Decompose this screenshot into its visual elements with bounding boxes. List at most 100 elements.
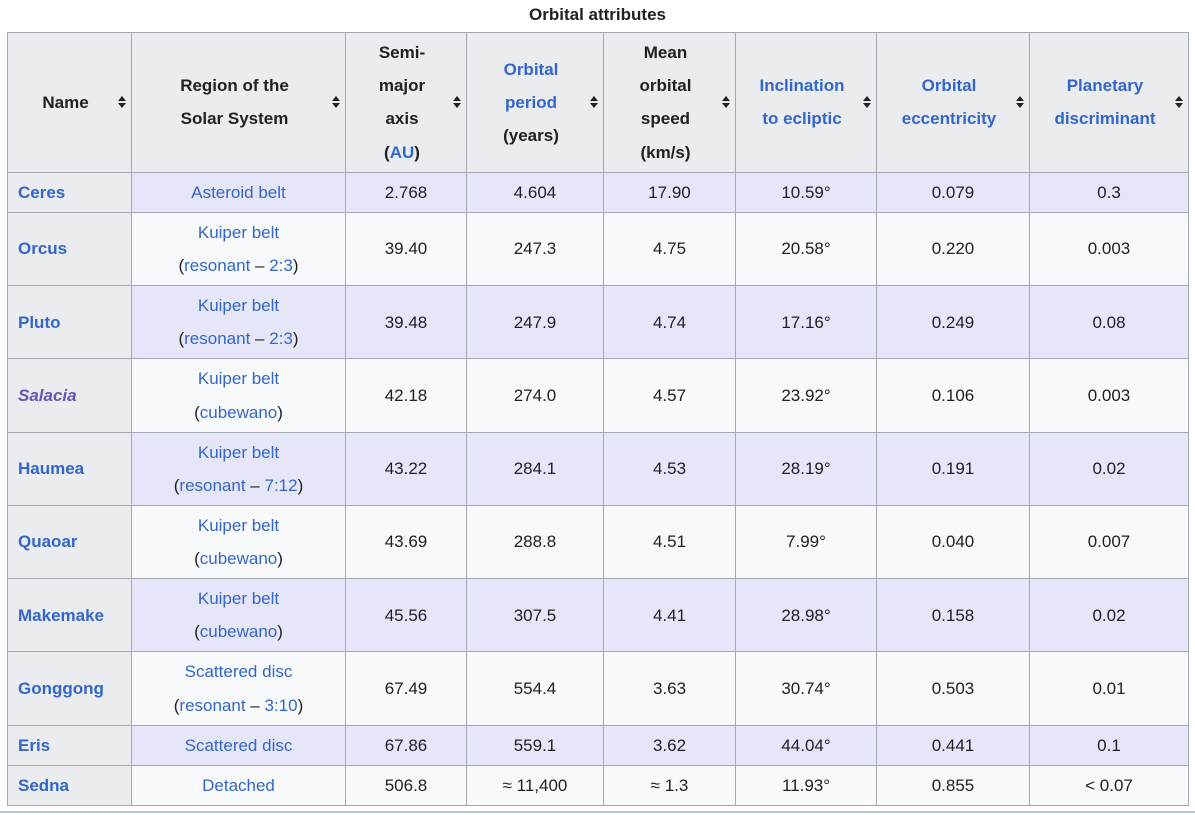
- column-header-period[interactable]: Orbital period (years): [466, 32, 604, 173]
- text-link[interactable]: 3:10: [264, 695, 298, 715]
- sort-icon[interactable]: [1016, 96, 1024, 109]
- text-link[interactable]: cubewano: [199, 622, 278, 642]
- text-link[interactable]: Kuiper belt: [197, 296, 280, 316]
- column-header-pd[interactable]: Planetary discriminant: [1029, 32, 1189, 173]
- text-link[interactable]: AU: [389, 142, 415, 162]
- table-row-salacia: Salacia Kuiper belt (cubewano) 42.18 274.0 4.…: [7, 358, 1189, 433]
- sort-down-arrow: [722, 103, 730, 109]
- column-label-incl: Inclination to ecliptic: [760, 69, 845, 135]
- cell-sma: 39.48: [345, 285, 467, 360]
- sort-icon[interactable]: [332, 96, 340, 109]
- text-part: (: [194, 402, 200, 422]
- cell-pd: 0.003: [1029, 358, 1189, 433]
- row-header-orcus: Orcus: [7, 211, 132, 287]
- text-link[interactable]: Orbital eccentricity: [901, 76, 997, 129]
- region-line1: Asteroid belt: [140, 176, 337, 209]
- text-link[interactable]: 2:3: [269, 329, 293, 349]
- text-link[interactable]: Kuiper belt: [197, 369, 280, 389]
- planet-link-orcus[interactable]: Orcus: [18, 239, 68, 259]
- sort-icon[interactable]: [453, 96, 461, 109]
- cell-ecc: 0.220: [876, 211, 1030, 287]
- sort-icon[interactable]: [863, 96, 871, 109]
- text-link[interactable]: resonant: [179, 475, 246, 495]
- planet-link-haumea[interactable]: Haumea: [18, 459, 85, 479]
- sort-down-arrow: [1175, 103, 1183, 109]
- region-line2: (resonant – 2:3): [140, 322, 337, 355]
- text-link[interactable]: Orbital period: [503, 59, 559, 112]
- cell-region: Kuiper belt (resonant – 2:3): [131, 211, 346, 287]
- text-link[interactable]: Kuiper belt: [197, 442, 280, 462]
- text-link[interactable]: 2:3: [269, 255, 293, 275]
- text-link[interactable]: cubewano: [199, 402, 278, 422]
- planet-link-salacia[interactable]: Salacia: [18, 385, 77, 405]
- cell-period: 307.5: [466, 578, 604, 653]
- planet-link-eris[interactable]: Eris: [18, 735, 51, 755]
- column-label-name: Name: [42, 86, 88, 119]
- text-link[interactable]: Inclination to ecliptic: [759, 76, 845, 129]
- cell-region: Asteroid belt: [131, 171, 346, 213]
- planet-link-ceres[interactable]: Ceres: [18, 182, 66, 202]
- cell-sma: 2.768: [345, 171, 467, 213]
- cell-pd: 0.3: [1029, 171, 1189, 213]
- row-header-pluto: Pluto: [7, 285, 132, 360]
- text-link[interactable]: Kuiper belt: [197, 589, 280, 609]
- text-link[interactable]: Detached: [202, 775, 275, 795]
- text-part: –: [250, 255, 270, 275]
- sort-icon[interactable]: [722, 96, 730, 109]
- text-link[interactable]: resonant: [184, 329, 251, 349]
- sort-icon[interactable]: [118, 96, 126, 109]
- sort-up-arrow: [332, 96, 340, 102]
- column-header-ecc[interactable]: Orbital eccentricity: [876, 32, 1030, 173]
- planet-link-gonggong[interactable]: Gonggong: [18, 679, 104, 699]
- text-link[interactable]: resonant: [184, 255, 251, 275]
- sort-up-arrow: [453, 96, 461, 102]
- text-link[interactable]: cubewano: [199, 549, 278, 569]
- text-link[interactable]: Scattered disc: [184, 662, 293, 682]
- column-header-region[interactable]: Region of the Solar System: [131, 32, 346, 173]
- text-part: Region of the Solar System: [180, 76, 289, 129]
- cell-region: Kuiper belt (cubewano): [131, 504, 346, 580]
- sort-icon[interactable]: [590, 96, 598, 109]
- cell-region: Detached: [131, 764, 346, 807]
- text-link[interactable]: Scattered disc: [184, 735, 293, 755]
- cell-ecc: 0.040: [876, 504, 1030, 580]
- text-link[interactable]: Kuiper belt: [197, 222, 280, 242]
- cell-incl: 17.16°: [735, 285, 877, 360]
- cell-region: Kuiper belt (cubewano): [131, 358, 346, 433]
- table-row-orcus: Orcus Kuiper belt (resonant – 2:3) 39.40 247…: [7, 211, 1189, 287]
- table-row-ceres: Ceres Asteroid belt 2.768 4.604 17.90 10.59° 0…: [7, 171, 1189, 213]
- cell-pd: 0.007: [1029, 504, 1189, 580]
- text-part: ): [277, 549, 283, 569]
- text-link[interactable]: Planetary discriminant: [1054, 76, 1156, 129]
- text-link[interactable]: Asteroid belt: [191, 182, 286, 202]
- column-header-sma[interactable]: Semi- major axis (AU): [345, 32, 467, 173]
- planet-link-pluto[interactable]: Pluto: [18, 312, 61, 332]
- cell-incl: 10.59°: [735, 171, 877, 213]
- table-row-quaoar: Quaoar Kuiper belt (cubewano) 43.69 288.8 4.5…: [7, 504, 1189, 580]
- text-link[interactable]: 7:12: [264, 475, 298, 495]
- table-title: Orbital attributes: [529, 5, 666, 24]
- table-row-haumea: Haumea Kuiper belt (resonant – 7:12) 43.22 2…: [7, 431, 1189, 506]
- column-header-incl[interactable]: Inclination to ecliptic: [735, 32, 877, 173]
- sort-up-arrow: [590, 96, 598, 102]
- text-link[interactable]: resonant: [179, 695, 246, 715]
- cell-period: 559.1: [466, 724, 604, 766]
- planet-link-sedna[interactable]: Sedna: [18, 775, 70, 795]
- sort-icon[interactable]: [1175, 96, 1183, 109]
- cell-ecc: 0.158: [876, 578, 1030, 653]
- text-part: ): [297, 695, 304, 715]
- region-line2: (cubewano): [140, 615, 337, 648]
- column-label-sma: Semi- major axis (AU): [379, 36, 425, 169]
- sort-up-arrow: [118, 96, 126, 102]
- text-part: ): [414, 142, 420, 162]
- cell-incl: 20.58°: [735, 211, 877, 287]
- text-link[interactable]: Kuiper belt: [197, 515, 280, 535]
- cell-pd: < 0.07: [1029, 764, 1189, 807]
- planet-link-makemake[interactable]: Makemake: [18, 605, 105, 625]
- cell-period: 284.1: [466, 431, 604, 506]
- cell-sma: 45.56: [345, 578, 467, 653]
- column-header-name[interactable]: Name: [7, 32, 132, 173]
- column-header-speed[interactable]: Mean orbital speed (km/s): [603, 32, 736, 173]
- planet-link-quaoar[interactable]: Quaoar: [18, 532, 78, 552]
